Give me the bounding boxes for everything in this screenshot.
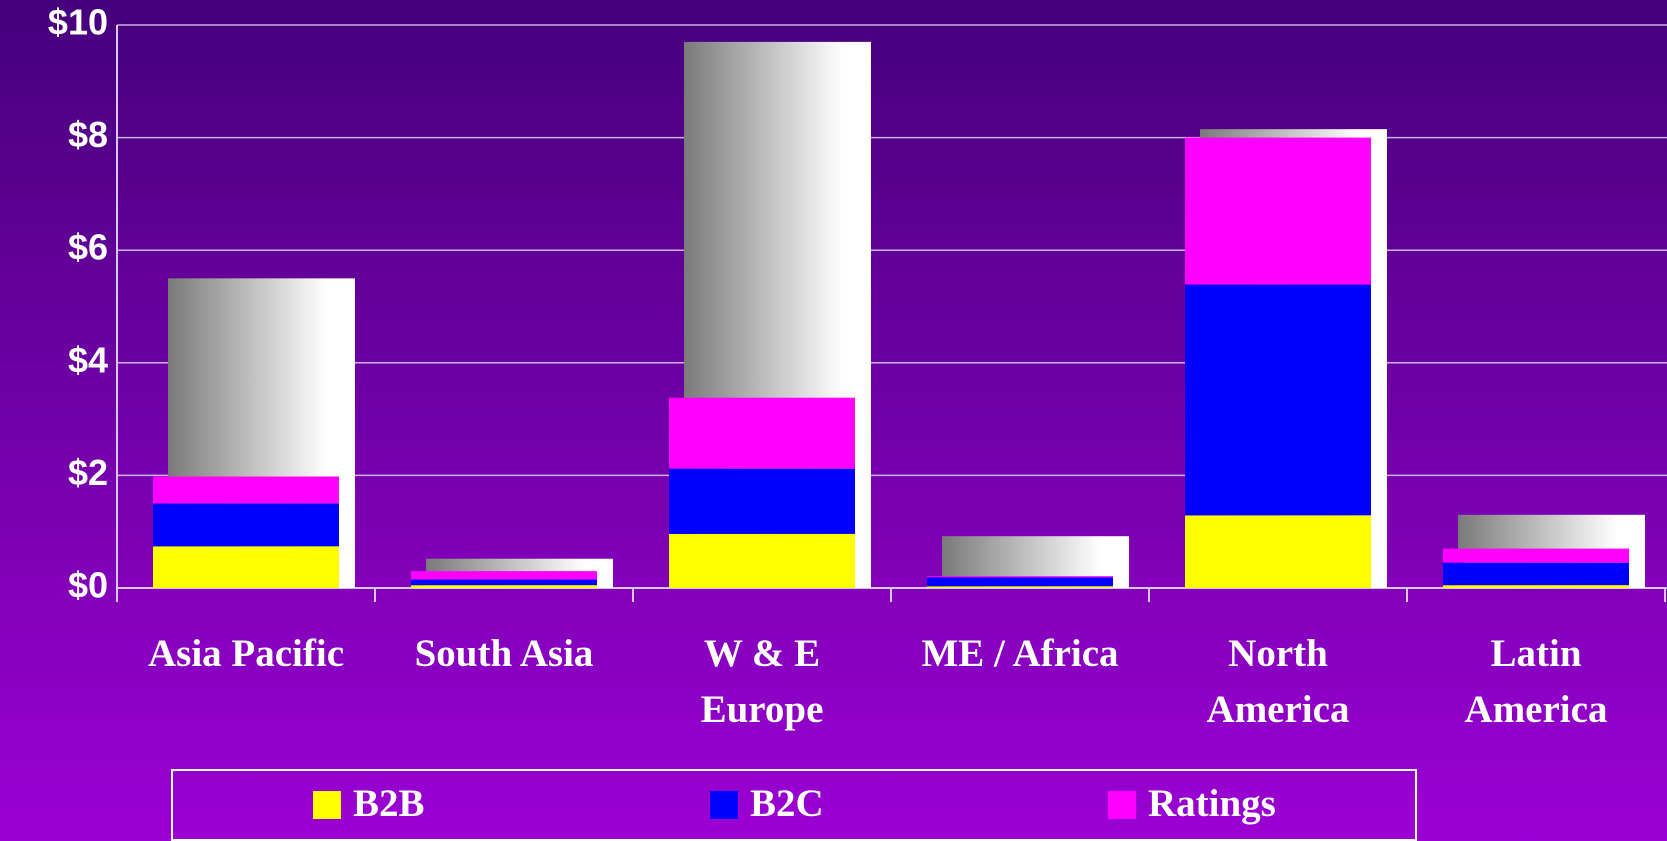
bar-segment [153,476,339,504]
bar-segment [927,577,1113,587]
bar-segment [1185,515,1371,588]
bar-segment [1185,137,1371,285]
bar-segment [669,468,855,534]
x-tick-label: North America [1206,632,1350,731]
x-tick-label: ME / Africa [921,632,1119,675]
y-tick-label: $2 [68,452,108,493]
bar-segment [669,533,855,588]
x-tick-label: South Asia [414,632,594,675]
bar-segment [411,571,597,580]
legend-label: B2B [353,782,425,825]
bar-segment [153,546,339,588]
y-tick-label: $0 [68,565,108,606]
bar-segment [927,586,1113,588]
x-tick-label: Latin America [1464,632,1608,731]
legend-label: B2C [750,782,824,825]
bar-segment [411,585,597,588]
legend-box [171,769,1417,841]
bar-segment [411,579,597,586]
bar-segment [1443,548,1629,563]
x-tick-label: Asia Pacific [147,632,345,675]
bar-segment [1443,562,1629,586]
bar-segment [927,576,1113,578]
x-tick-label: W & E Europe [700,632,824,731]
legend-label: Ratings [1148,782,1276,825]
bar-segment [669,397,855,469]
y-tick-label: $4 [68,339,108,380]
legend-swatch [710,791,738,819]
bar-segment [153,503,339,547]
y-tick-label: $6 [68,227,108,268]
bar-segment [1443,585,1629,588]
legend: B2B B2C Ratings [171,769,1417,841]
legend-swatch [313,791,341,819]
bar-segment [1185,284,1371,516]
y-tick-label: $10 [48,2,108,43]
y-tick-label: $8 [68,114,108,155]
legend-swatch [1108,791,1136,819]
